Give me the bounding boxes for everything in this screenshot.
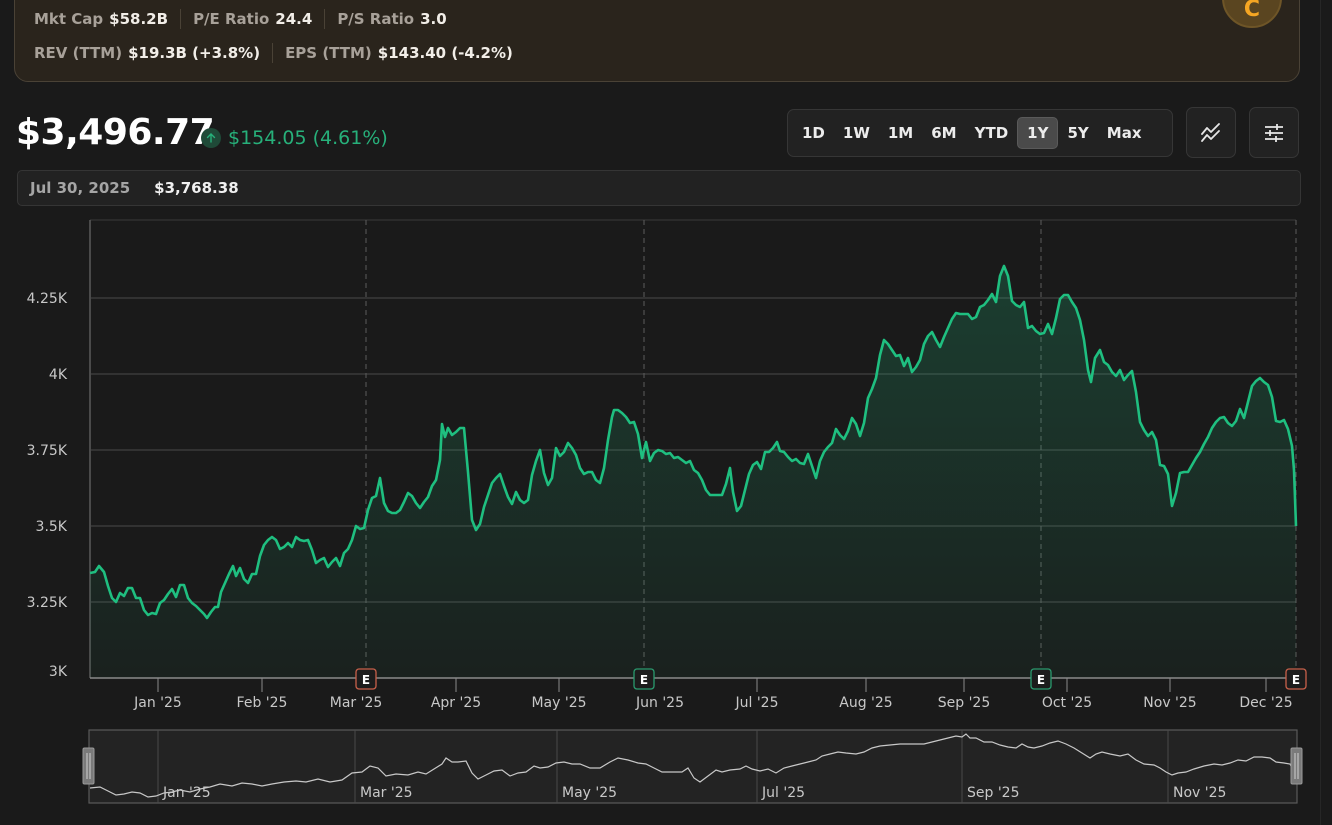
svg-text:Aug '25: Aug '25 (839, 695, 892, 710)
svg-text:May '25: May '25 (531, 695, 586, 710)
svg-text:E: E (1292, 673, 1300, 687)
range-ytd-button[interactable]: YTD (974, 124, 1009, 142)
price-area (90, 266, 1296, 678)
price-chart[interactable]: 4.25K 4K 3.75K 3.5K 3.25K 3K Jan '25 Feb… (0, 210, 1320, 710)
navigator-left-handle[interactable] (82, 747, 95, 785)
mkt-cap-label: Mkt Cap (34, 10, 104, 28)
range-5y-button[interactable]: 5Y (1067, 124, 1089, 142)
hover-date: Jul 30, 2025 (30, 179, 131, 197)
svg-text:E: E (640, 673, 648, 687)
svg-text:Dec '25: Dec '25 (1239, 695, 1292, 710)
ps-ratio-label: P/S Ratio (337, 10, 415, 28)
hover-info-bar: Jul 30, 2025 $3,768.38 (17, 170, 1301, 206)
navigator-line (89, 733, 1297, 798)
svg-text:Mar '25: Mar '25 (360, 785, 413, 801)
navigator-frame (88, 729, 1298, 804)
svg-text:Oct '25: Oct '25 (1042, 695, 1092, 710)
range-1w-button[interactable]: 1W (842, 124, 870, 142)
svg-text:May '25: May '25 (562, 785, 617, 801)
range-6m-button[interactable]: 6M (931, 124, 957, 142)
compare-button[interactable] (1186, 107, 1236, 158)
current-price: $3,496.77 (16, 112, 215, 153)
earnings-marker-mar[interactable]: E (355, 668, 377, 690)
svg-text:Jan '25: Jan '25 (133, 695, 182, 710)
range-1y-button[interactable]: 1Y (1017, 117, 1059, 149)
svg-text:E: E (1037, 673, 1045, 687)
earnings-marker-jun[interactable]: E (633, 668, 655, 690)
x-axis-labels: Jan '25 Feb '25 Mar '25 Apr '25 May '25 … (133, 695, 1292, 710)
svg-text:Sep '25: Sep '25 (938, 695, 991, 710)
chart-compare-icon (1201, 122, 1220, 142)
scrollbar-track[interactable] (1320, 0, 1321, 825)
svg-text:Feb '25: Feb '25 (237, 695, 288, 710)
svg-text:Jul '25: Jul '25 (734, 695, 778, 710)
key-stats-card: Mkt Cap $58.2B P/E Ratio 24.4 P/S Ratio … (14, 0, 1300, 82)
svg-text:Nov '25: Nov '25 (1173, 785, 1226, 801)
earnings-marker-oct[interactable]: E (1030, 668, 1052, 690)
earnings-marker-dec[interactable]: E (1285, 668, 1307, 690)
range-1m-button[interactable]: 1M (887, 124, 914, 142)
svg-text:Mar '25: Mar '25 (330, 695, 383, 710)
svg-text:3.25K: 3.25K (27, 595, 68, 611)
revenue-label: REV (TTM) (34, 44, 123, 62)
range-max-button[interactable]: Max (1106, 124, 1142, 142)
revenue-value: $19.3B (+3.8%) (128, 44, 261, 62)
svg-text:3.5K: 3.5K (36, 519, 68, 535)
svg-text:Sep '25: Sep '25 (967, 785, 1020, 801)
svg-text:Apr '25: Apr '25 (431, 695, 481, 710)
x-axis-ticks (157, 678, 1267, 692)
price-change-text: $154.05 (4.61%) (228, 127, 388, 149)
stats-row-1: Mkt Cap $58.2B P/E Ratio 24.4 P/S Ratio … (34, 9, 447, 29)
navigator-labels: Jan '25 Mar '25 May '25 Jul '25 Sep '25 … (162, 785, 1226, 801)
svg-text:Jun '25: Jun '25 (635, 695, 684, 710)
navigator-gridlines (157, 730, 1169, 803)
svg-text:3.75K: 3.75K (27, 443, 68, 459)
ps-ratio-value: 3.0 (420, 10, 447, 28)
chart-settings-button[interactable] (1249, 107, 1299, 158)
divider (324, 9, 326, 29)
pe-ratio-value: 24.4 (275, 10, 313, 28)
mkt-cap-value: $58.2B (109, 10, 169, 28)
svg-text:Nov '25: Nov '25 (1143, 695, 1196, 710)
stats-row-2: REV (TTM) $19.3B (+3.8%) EPS (TTM) $143.… (34, 43, 513, 63)
svg-text:3K: 3K (49, 664, 68, 680)
time-range-selector: 1D 1W 1M 6M YTD 1Y 5Y Max (787, 109, 1173, 157)
divider (180, 9, 182, 29)
svg-text:4.25K: 4.25K (27, 291, 68, 307)
svg-text:4K: 4K (49, 367, 68, 383)
navigator-right-handle[interactable] (1290, 747, 1303, 785)
arrow-up-icon (201, 128, 221, 148)
range-1d-button[interactable]: 1D (802, 124, 825, 142)
divider (272, 43, 274, 63)
svg-text:Jan '25: Jan '25 (162, 785, 211, 801)
price-change: $154.05 (4.61%) (201, 127, 388, 149)
price-line (89, 264, 1298, 620)
hover-value: $3,768.38 (154, 179, 239, 197)
logo-letter: C (1243, 0, 1261, 22)
eps-label: EPS (TTM) (285, 44, 372, 62)
y-axis-labels: 4.25K 4K 3.75K 3.5K 3.25K 3K (27, 291, 68, 680)
eps-value: $143.40 (-4.2%) (377, 44, 513, 62)
sliders-icon (1265, 123, 1283, 142)
pe-ratio-label: P/E Ratio (193, 10, 270, 28)
range-navigator[interactable]: Jan '25 Mar '25 May '25 Jul '25 Sep '25 … (0, 720, 1320, 825)
svg-text:E: E (362, 673, 370, 687)
svg-text:Jul '25: Jul '25 (761, 785, 805, 801)
